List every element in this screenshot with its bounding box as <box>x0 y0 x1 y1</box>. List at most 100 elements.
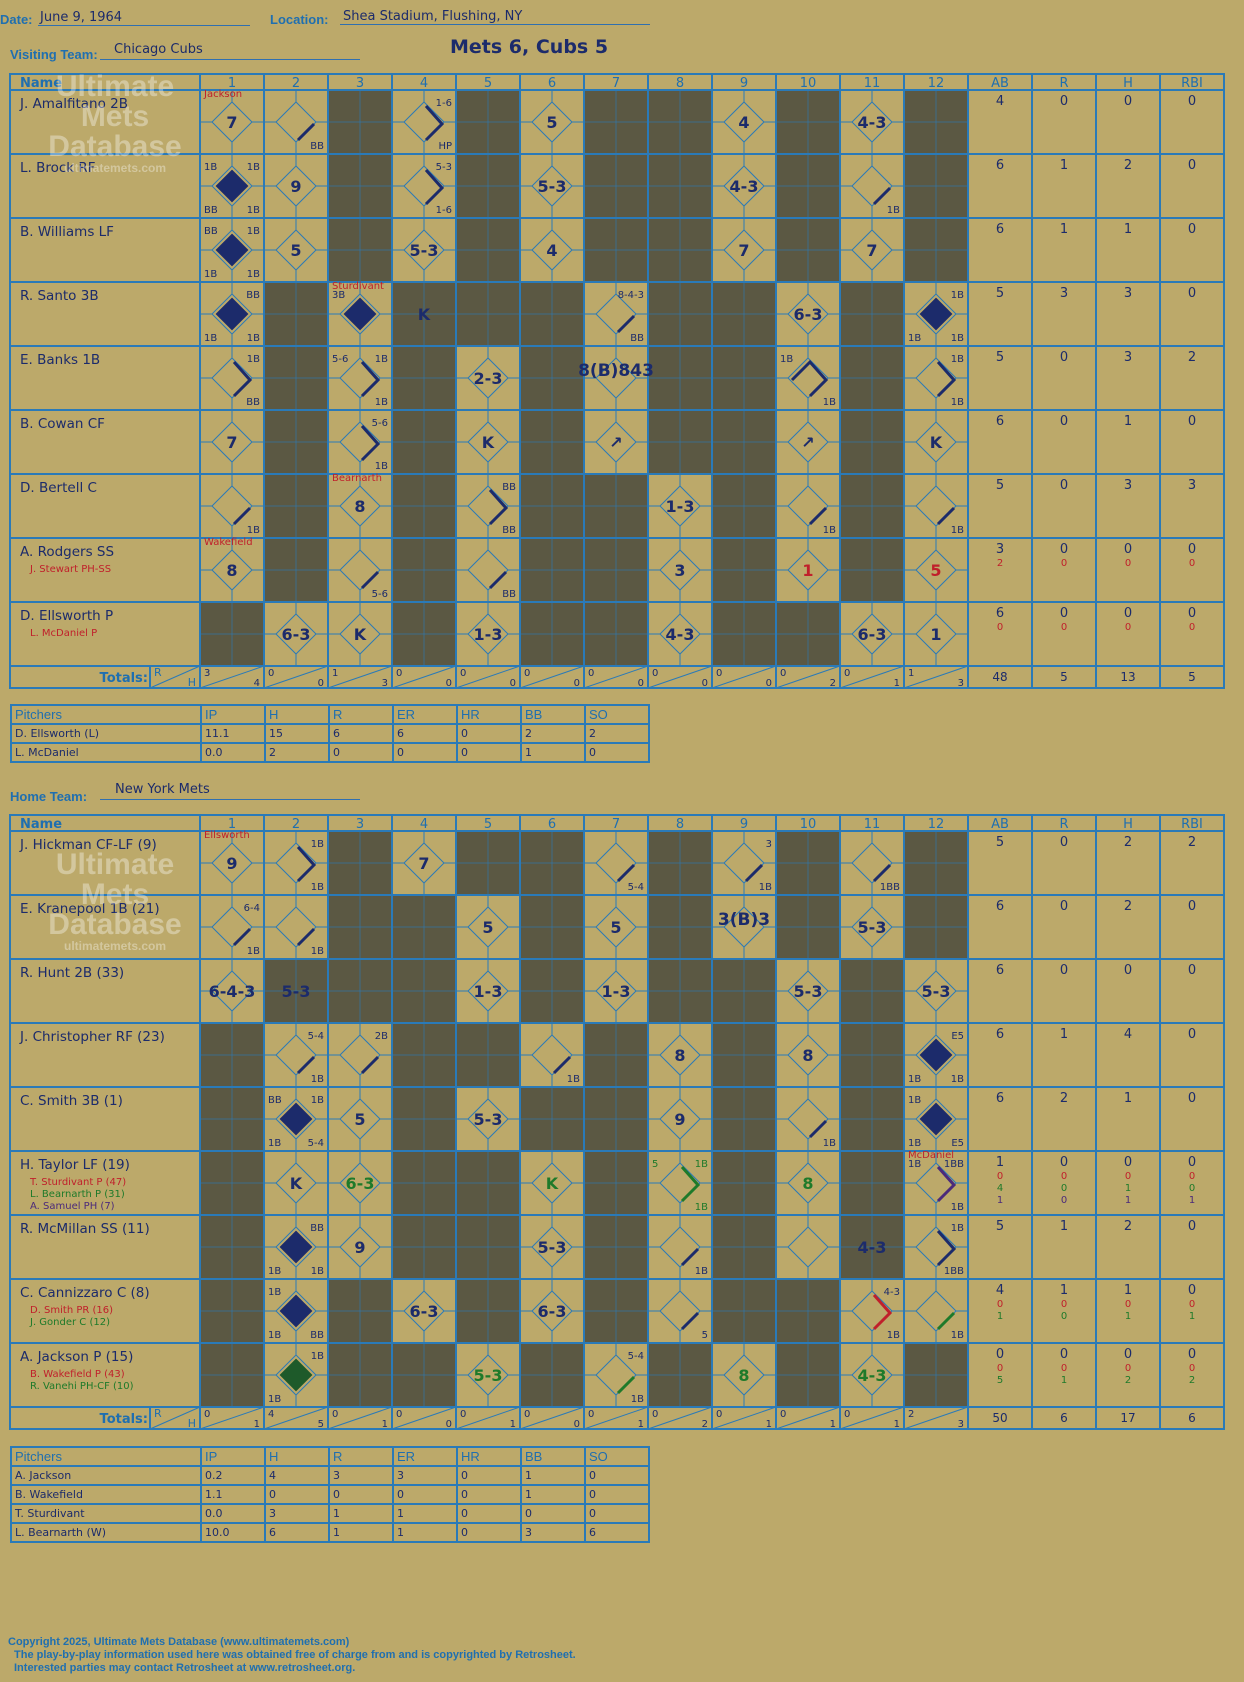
visitor-diamond <box>467 485 509 527</box>
visitor-blank-cell <box>648 346 712 410</box>
visitor-inning-hits: 0 <box>766 678 772 689</box>
home-play-cell: 1B 1B BB <box>268 1287 324 1341</box>
home-blank-cell <box>776 895 840 959</box>
visitor-stat-value: 0 <box>1188 286 1196 301</box>
home-blank-cell <box>648 831 712 895</box>
pitcher-name: D. Ellsworth (L) <box>10 723 202 744</box>
visitor-player-name: D. Ellsworth P <box>20 608 113 624</box>
play-note: 5 <box>702 1330 708 1341</box>
play-note: HP <box>438 141 452 152</box>
home-player-name: H. Taylor LF (19) <box>20 1157 130 1173</box>
visitor-blank-cell <box>200 602 264 666</box>
visitor-stat-value: 2 <box>1124 158 1132 173</box>
home-blank-cell <box>520 831 584 895</box>
visitor-grand-total: 13 <box>1120 670 1135 684</box>
home-diamond <box>339 1162 381 1204</box>
home-blank-cell <box>648 895 712 959</box>
basepath-mark <box>808 506 828 526</box>
visitor-totals-diag <box>149 665 201 689</box>
home-play-cell: 1B 1BB <box>936 1223 964 1277</box>
play-result: 7 <box>418 854 429 873</box>
home-totals-diag <box>903 1406 969 1430</box>
pitching-stat: 3 <box>264 1503 330 1524</box>
home-play-cell: 5-4 <box>616 863 644 893</box>
home-stat-value: 4 <box>996 1283 1004 1298</box>
play-note: 1B <box>311 1351 324 1362</box>
home-totals-diag <box>839 1406 905 1430</box>
visitor-diamond <box>339 549 381 591</box>
visitor-play-cell: 1B <box>872 186 900 216</box>
play-note: 1B <box>695 1159 708 1170</box>
home-stat-value: 0 <box>1188 1219 1196 1234</box>
home-blank-cell <box>264 959 328 1023</box>
visitor-stat-value: 0 <box>1188 414 1196 429</box>
basepath-mark <box>360 570 380 590</box>
visitor-stat-value: 0 <box>1124 606 1132 621</box>
home-play-cell: 5-4 1B <box>296 1031 324 1085</box>
home-totals-diag <box>519 1406 585 1430</box>
home-play-cell: 8 <box>674 1046 685 1065</box>
visitor-blank-cell <box>520 474 584 538</box>
basepath-mark <box>616 314 636 334</box>
visitor-diamond <box>211 421 253 463</box>
home-blank-cell <box>456 1151 520 1215</box>
play-result: 1-3 <box>474 625 503 644</box>
play-note: 1B <box>204 162 217 173</box>
visitor-diamond <box>723 101 765 143</box>
visitor-play-cell: 5-6 1B <box>360 418 388 472</box>
visitor-blank-cell <box>712 410 776 474</box>
play-note: 1B <box>951 1074 964 1085</box>
visitor-stat-value: 5 <box>996 350 1004 365</box>
visitor-blank-cell <box>712 602 776 666</box>
visitor-inning-runs: 0 <box>524 668 530 679</box>
home-diamond <box>403 842 445 884</box>
basepath-mark <box>424 169 445 206</box>
pitcher-name: L. McDaniel <box>10 742 202 763</box>
home-stat-value: 0 <box>1125 1363 1131 1374</box>
pitching-stat: 1.1 <box>200 1484 266 1505</box>
home-blank-cell <box>392 895 456 959</box>
home-diamond <box>595 906 637 948</box>
visitor-totals-diag <box>711 665 777 689</box>
home-stat-value: 0 <box>1124 1347 1132 1362</box>
play-result: 6-4-3 <box>209 982 256 1001</box>
home-play-cell: 5-3 <box>282 982 311 1001</box>
home-stat-value: 0 <box>1189 1299 1195 1310</box>
visitor-play-cell: 5-6 1B 1B <box>332 354 388 408</box>
visitor-diamond <box>723 165 765 207</box>
visitor-diamond <box>275 229 317 271</box>
home-name-header: Name <box>20 817 62 832</box>
visitor-diamond <box>339 293 381 335</box>
visitor-pitching-row: D. Ellsworth (L) 11.1 15 6 6 0 2 2 <box>10 723 650 744</box>
visitor-play-cell: 8(B)843 <box>578 361 654 381</box>
visitor-stat-header: R <box>1059 76 1068 91</box>
visitor-blank-cell <box>840 410 904 474</box>
play-result: 5-3 <box>794 982 823 1001</box>
visitor-blank-cell <box>840 346 904 410</box>
visitor-blank-cell <box>520 346 584 410</box>
pitching-stat: 0 <box>456 742 522 763</box>
visitor-diamond <box>339 421 381 463</box>
game-location: Shea Stadium, Flushing, NY <box>343 9 523 24</box>
play-note: 1B <box>695 1266 708 1277</box>
visitor-stat-value: 3 <box>1124 478 1132 493</box>
home-diamond <box>531 1290 573 1332</box>
visitor-play-cell: 8 Wakefield <box>204 537 253 580</box>
basepath-mark <box>936 1311 956 1331</box>
home-stat-value: 1 <box>1124 1283 1132 1298</box>
visitor-blank-cell <box>456 90 520 154</box>
play-note: 1B <box>268 1394 281 1405</box>
home-stat-value: 0 <box>1060 963 1068 978</box>
pitching-change-note: Wakefield <box>204 537 253 548</box>
visitor-stat-header: H <box>1123 76 1133 91</box>
play-note: 1B <box>887 1330 900 1341</box>
home-totals-diag <box>391 1406 457 1430</box>
visitor-diamond <box>211 549 253 591</box>
play-result: 1 <box>930 625 941 644</box>
visitor-diamond <box>211 357 253 399</box>
pitching-stat: 10.0 <box>200 1522 266 1543</box>
basepath-mark <box>296 927 316 947</box>
play-note: 1B <box>908 1074 921 1085</box>
visitor-sub-name: L. McDaniel P <box>30 628 97 639</box>
home-stat-value: 4 <box>997 1183 1003 1194</box>
